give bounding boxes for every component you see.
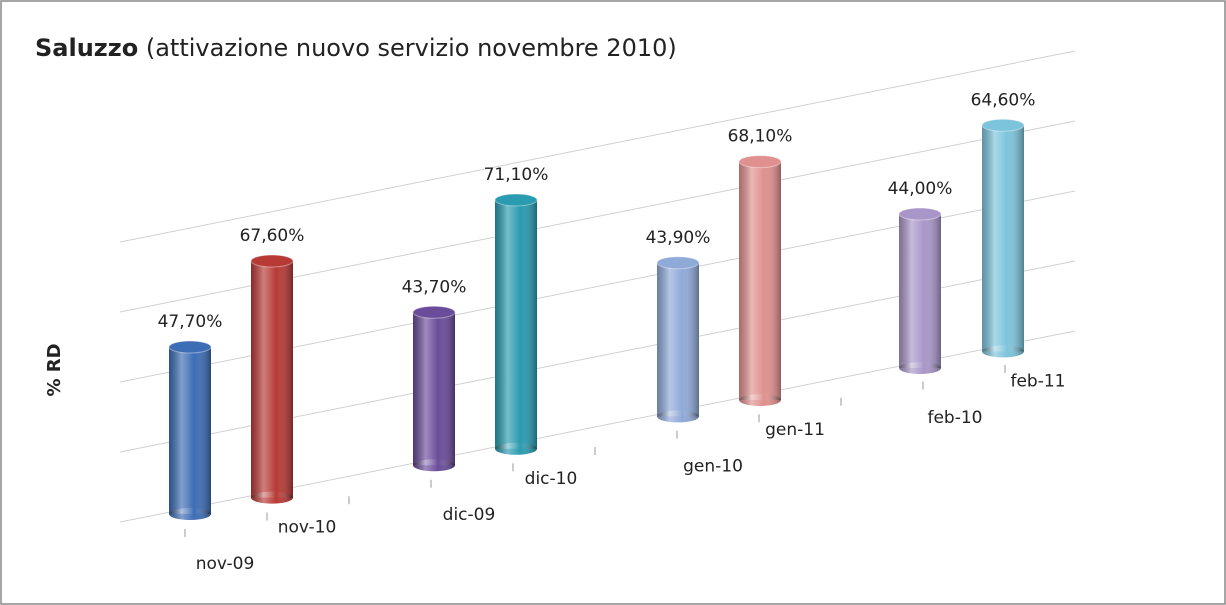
- bar-top: [898, 207, 942, 221]
- bar-shade: [495, 199, 537, 449]
- bar-bottom-shade: [899, 362, 941, 374]
- bar-top: [656, 256, 700, 270]
- x-tick-label: nov-10: [278, 518, 337, 538]
- bar-bottom-shade: [169, 508, 211, 520]
- cylinder: [738, 155, 782, 406]
- bar-shade: [739, 161, 781, 400]
- value-label: 43,90%: [646, 228, 711, 248]
- bar-shade: [169, 347, 211, 514]
- bar-bottom-shade: [251, 491, 293, 504]
- value-label: 47,70%: [158, 312, 223, 332]
- bar-bottom-shade: [413, 459, 455, 472]
- cylinder: [494, 193, 538, 455]
- value-label: 64,60%: [971, 90, 1036, 110]
- x-tick-label: feb-10: [927, 408, 982, 428]
- bar-top: [981, 118, 1025, 132]
- y-axis-label: % RD: [44, 343, 65, 396]
- x-tick-label: gen-11: [765, 420, 825, 440]
- bar-top: [494, 193, 538, 207]
- bar-bottom-shade: [495, 442, 537, 455]
- x-tick-label: nov-09: [196, 554, 255, 574]
- bar-shade: [982, 125, 1024, 352]
- value-label: 43,70%: [402, 277, 467, 297]
- bar-top: [738, 155, 782, 169]
- x-tick-label: dic-09: [443, 505, 496, 525]
- cylinder: [412, 305, 456, 472]
- bar-shade: [899, 214, 941, 368]
- cylinder: [981, 118, 1025, 358]
- bar-bottom-shade: [982, 345, 1024, 358]
- bar-top: [412, 305, 456, 319]
- value-label: 71,10%: [484, 165, 549, 185]
- cylinder: [250, 254, 294, 504]
- grid-line: [119, 50, 1076, 243]
- bar-top: [250, 254, 294, 268]
- x-tick-label: gen-10: [683, 456, 743, 476]
- title-bold: Saluzzo: [35, 34, 138, 62]
- bar-bottom-shade: [739, 394, 781, 406]
- bar-top: [168, 340, 212, 354]
- bar-shade: [657, 262, 699, 417]
- cylinder: [656, 256, 700, 423]
- cylinder: [168, 340, 212, 520]
- value-label: 68,10%: [728, 127, 793, 147]
- x-tick-label: feb-11: [1010, 371, 1065, 391]
- bar-bottom-shade: [657, 410, 699, 423]
- chart-title: Saluzzo (attivazione nuovo servizio nove…: [35, 34, 677, 62]
- value-label: 44,00%: [888, 179, 953, 199]
- title-rest: (attivazione nuovo servizio novembre 201…: [146, 34, 677, 62]
- x-tick-label: dic-10: [525, 469, 578, 489]
- bar-shade: [413, 312, 455, 466]
- value-label: 67,60%: [240, 226, 305, 246]
- bar-shade: [251, 261, 293, 498]
- cylinder: [898, 207, 942, 374]
